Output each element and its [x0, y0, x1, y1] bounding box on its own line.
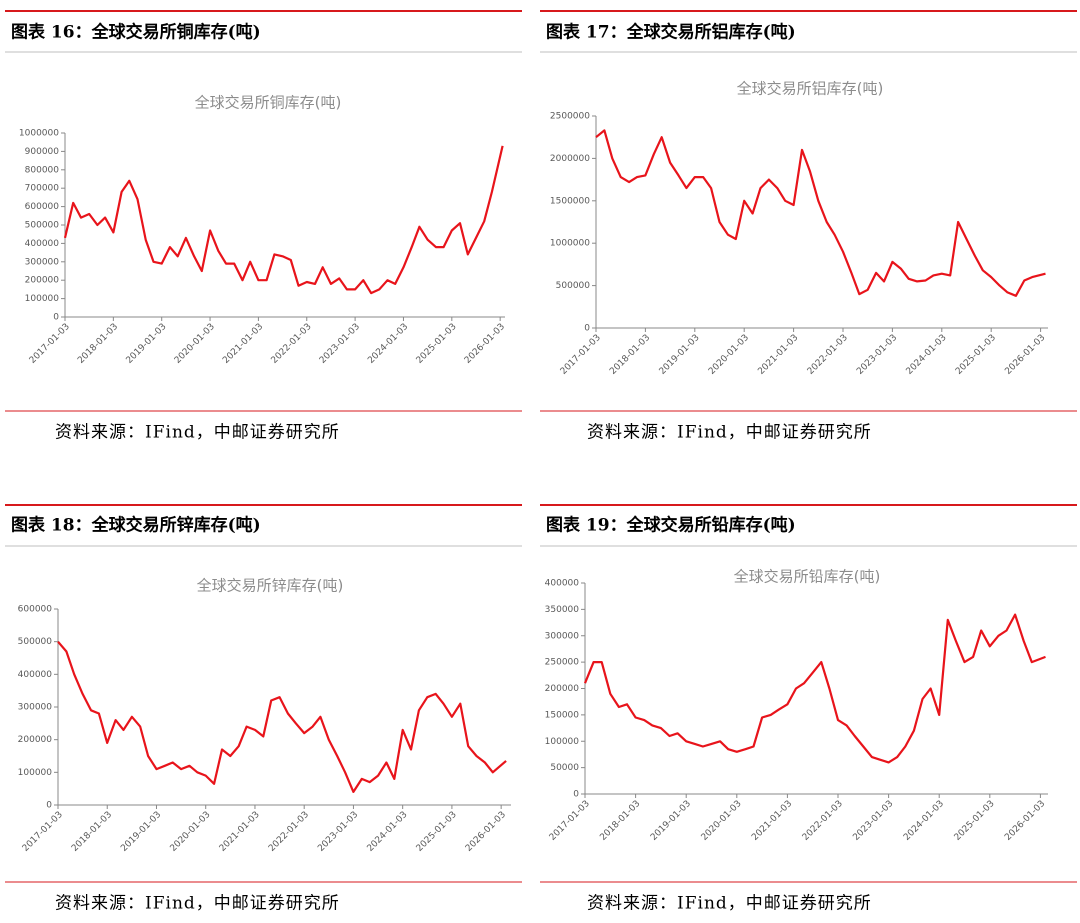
data-line [583, 613, 1046, 764]
y-tick-label: 250000 [545, 658, 580, 668]
y-tick-label: 200000 [545, 684, 580, 694]
x-tick-label: 2026-01-03 [1003, 333, 1047, 377]
y-tick-label: 400000 [18, 670, 53, 680]
x-tick-label: 2025-01-03 [954, 333, 998, 377]
source-note: 资料来源：IFind，中邮证券研究所 [55, 423, 340, 443]
figure-caption: 图表 18：全球交易所锌库存(吨) [11, 515, 261, 536]
data-line [63, 145, 504, 295]
y-tick-label: 400000 [25, 239, 60, 249]
y-tick-label: 100000 [18, 768, 53, 778]
y-tick-label: 600000 [25, 202, 60, 212]
y-tick-label: 150000 [545, 710, 580, 720]
x-tick-label: 2017-01-03 [21, 810, 65, 854]
y-tick-label: 0 [584, 324, 590, 334]
x-tick-label: 2024-01-03 [905, 333, 949, 377]
y-tick-label: 100000 [25, 294, 60, 304]
y-tick-label: 800000 [25, 165, 60, 175]
x-tick-label: 2017-01-03 [28, 322, 72, 366]
chart-title: 全球交易所铅库存(吨) [734, 568, 881, 586]
y-tick-label: 200000 [25, 276, 60, 286]
y-tick-label: 200000 [18, 735, 53, 745]
x-tick-label: 2017-01-03 [548, 799, 592, 843]
source-note: 资料来源：IFind，中邮证券研究所 [55, 894, 340, 914]
x-tick-label: 2024-01-03 [366, 810, 410, 854]
y-tick-label: 500000 [18, 637, 53, 647]
y-tick-label: 300000 [25, 257, 60, 267]
y-tick-label: 2500000 [550, 112, 590, 122]
x-tick-label: 2018-01-03 [70, 810, 114, 854]
y-tick-label: 900000 [25, 147, 60, 157]
y-tick-label: 400000 [545, 579, 580, 589]
x-tick-label: 2020-01-03 [169, 810, 213, 854]
x-tick-label: 2026-01-03 [464, 810, 508, 854]
x-tick-label: 2019-01-03 [119, 810, 163, 854]
x-tick-label: 2018-01-03 [598, 799, 642, 843]
y-tick-label: 0 [46, 801, 52, 811]
x-tick-label: 2020-01-03 [700, 799, 744, 843]
x-tick-label: 2017-01-03 [559, 333, 603, 377]
x-tick-label: 2021-01-03 [218, 810, 262, 854]
x-tick-label: 2019-01-03 [125, 322, 169, 366]
x-tick-label: 2024-01-03 [366, 322, 410, 366]
x-tick-label: 2020-01-03 [173, 322, 217, 366]
x-tick-label: 2025-01-03 [953, 799, 997, 843]
x-tick-label: 2022-01-03 [806, 333, 850, 377]
y-tick-label: 100000 [545, 737, 580, 747]
data-line [57, 640, 507, 793]
y-tick-label: 50000 [550, 763, 579, 773]
x-tick-label: 2021-01-03 [750, 799, 794, 843]
x-tick-label: 2026-01-03 [1003, 799, 1047, 843]
y-tick-label: 300000 [545, 631, 580, 641]
x-tick-label: 2022-01-03 [801, 799, 845, 843]
x-tick-label: 2025-01-03 [415, 322, 459, 366]
x-tick-label: 2022-01-03 [270, 322, 314, 366]
y-tick-label: 350000 [545, 605, 580, 615]
x-tick-label: 2023-01-03 [855, 333, 899, 377]
x-tick-label: 2020-01-03 [707, 333, 751, 377]
y-tick-label: 300000 [18, 703, 53, 713]
y-tick-label: 1000000 [550, 239, 590, 249]
x-tick-label: 2022-01-03 [267, 810, 311, 854]
x-tick-label: 2023-01-03 [318, 322, 362, 366]
y-tick-label: 500000 [25, 221, 60, 231]
x-tick-label: 2023-01-03 [851, 799, 895, 843]
y-tick-label: 500000 [556, 281, 591, 291]
x-tick-label: 2021-01-03 [221, 322, 265, 366]
data-line [595, 129, 1046, 297]
figure-caption: 图表 17：全球交易所铝库存(吨) [546, 22, 796, 43]
x-tick-label: 2019-01-03 [649, 799, 693, 843]
y-tick-label: 1500000 [550, 196, 590, 206]
y-tick-label: 700000 [25, 184, 60, 194]
source-note: 资料来源：IFind，中邮证券研究所 [587, 423, 872, 443]
y-tick-label: 1000000 [19, 129, 59, 139]
x-tick-label: 2018-01-03 [76, 322, 120, 366]
x-tick-label: 2023-01-03 [316, 810, 360, 854]
x-tick-label: 2026-01-03 [463, 322, 507, 366]
x-tick-label: 2019-01-03 [658, 333, 702, 377]
y-tick-label: 0 [53, 313, 59, 323]
figure-caption: 图表 19：全球交易所铅库存(吨) [546, 515, 796, 536]
x-tick-label: 2018-01-03 [608, 333, 652, 377]
x-tick-label: 2021-01-03 [756, 333, 800, 377]
source-note: 资料来源：IFind，中邮证券研究所 [587, 894, 872, 914]
chart-title: 全球交易所锌库存(吨) [197, 577, 344, 595]
y-tick-label: 2000000 [550, 154, 590, 164]
chart-title: 全球交易所铜库存(吨) [195, 94, 342, 112]
figure-caption: 图表 16：全球交易所铜库存(吨) [11, 22, 261, 43]
chart-title: 全球交易所铝库存(吨) [737, 80, 884, 98]
y-tick-label: 0 [573, 790, 579, 800]
y-tick-label: 600000 [18, 605, 53, 615]
x-tick-label: 2024-01-03 [902, 799, 946, 843]
x-tick-label: 2025-01-03 [415, 810, 459, 854]
